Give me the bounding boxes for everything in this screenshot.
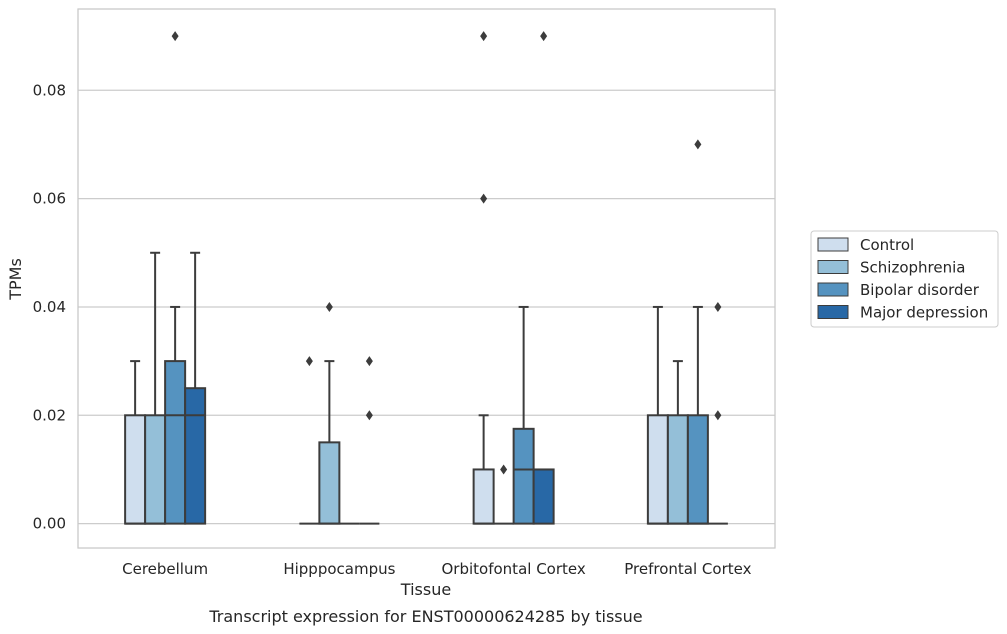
- x-tick-label-cerebellum: Cerebellum: [122, 560, 208, 578]
- chart-caption: Transcript expression for ENST0000062428…: [208, 607, 642, 626]
- box-bipolar-disorder-prefrontal-cortex: [686, 414, 709, 525]
- y-tick-label: 0.06: [33, 190, 66, 208]
- legend-frame: [810, 230, 999, 328]
- outlier-point-major-depression-hipppocampus: [365, 410, 373, 421]
- y-axis-title: TPMs: [6, 258, 25, 301]
- y-tick-label: 0.02: [33, 406, 66, 424]
- x-axis-title: Tissue: [400, 580, 451, 599]
- y-tick-label: 0.08: [33, 81, 66, 99]
- box-major-depression-orbitofontal-cortex: [532, 468, 555, 525]
- legend-label-bipolar-disorder: Bipolar disorder: [860, 281, 980, 299]
- x-axis-ticks: Cerebellum Hipppocampus Orbitofontal Corte…: [122, 560, 751, 578]
- outlier-point-schizophrenia-orbitofontal-cortex: [500, 464, 508, 475]
- outlier-point-control-hipppocampus: [305, 356, 313, 367]
- outlier-point-major-depression-hipppocampus: [365, 356, 373, 367]
- box-control-cerebellum: [124, 414, 147, 525]
- box-bipolar-disorder-cerebellum: [164, 360, 187, 525]
- legend-swatch-schizophrenia: [817, 260, 849, 274]
- legend-label-schizophrenia: Schizophrenia: [860, 259, 965, 277]
- legend: Control Schizophrenia Bipolar disorder Majo…: [810, 230, 999, 328]
- legend-label-control: Control: [860, 236, 914, 254]
- box-bipolar-disorder-orbitofontal-cortex: [512, 427, 535, 525]
- outlier-point-bipolar-disorder-prefrontal-cortex: [694, 139, 702, 150]
- outlier-point-control-orbitofontal-cortex: [480, 193, 488, 204]
- y-tick-label: 0.00: [33, 515, 66, 533]
- outlier-point-major-depression-prefrontal-cortex: [714, 301, 722, 312]
- box-control-prefrontal-cortex: [646, 414, 669, 525]
- box-schizophrenia-cerebellum: [144, 414, 167, 525]
- box-control-orbitofontal-cortex: [472, 468, 495, 525]
- box-marks: [124, 31, 728, 525]
- legend-swatch-major-depression: [817, 305, 849, 319]
- legend-label-major-depression: Major depression: [860, 304, 988, 322]
- legend-swatch-control: [817, 237, 849, 252]
- outlier-point-schizophrenia-hipppocampus: [325, 301, 333, 312]
- legend-swatch-bipolar-disorder: [817, 282, 849, 297]
- outlier-point-bipolar-disorder-cerebellum: [171, 31, 179, 42]
- box-schizophrenia-hipppocampus: [318, 441, 341, 525]
- plot-area-frame: [77, 8, 776, 549]
- x-tick-label-hipppocampus: Hipppocampus: [283, 560, 395, 578]
- outlier-point-major-depression-orbitofontal-cortex: [540, 31, 548, 42]
- box-schizophrenia-prefrontal-cortex: [666, 414, 689, 525]
- outlier-point-major-depression-prefrontal-cortex: [714, 410, 722, 421]
- outlier-point-control-orbitofontal-cortex: [480, 31, 488, 42]
- x-tick-label-prefrontal-cortex: Prefrontal Cortex: [624, 560, 751, 578]
- y-tick-label: 0.04: [33, 298, 66, 316]
- y-axis-ticks: 0.00 0.02 0.04 0.06 0.08: [33, 81, 66, 532]
- x-tick-label-orbitofontal-cortex: Orbitofontal Cortex: [442, 560, 586, 578]
- box-major-depression-cerebellum: [184, 387, 207, 525]
